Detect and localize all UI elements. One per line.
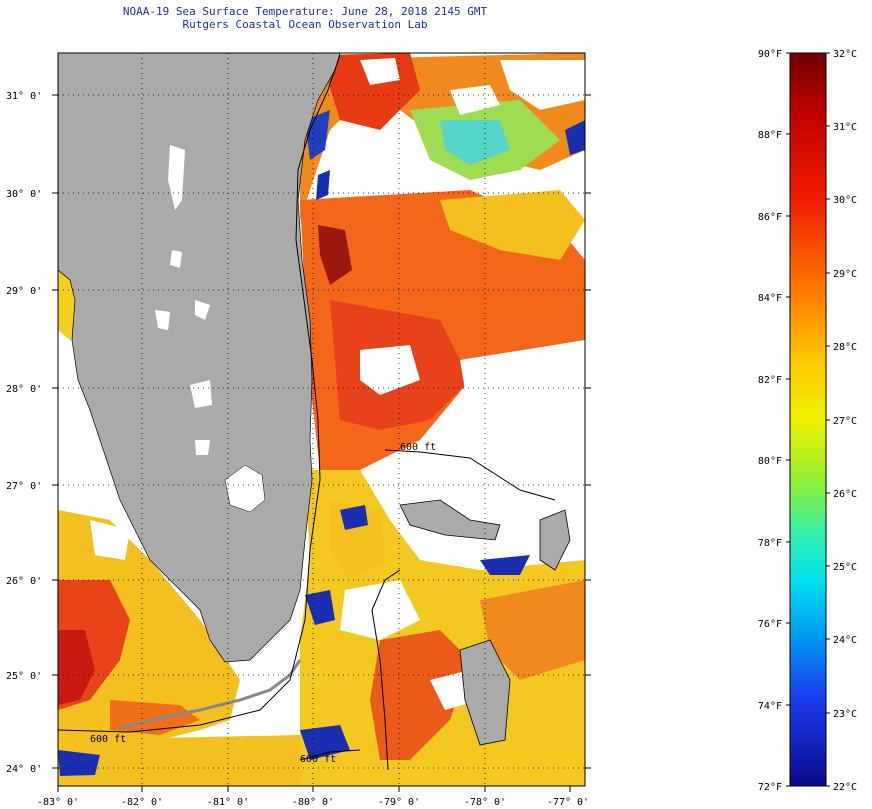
map-frame <box>57 52 586 787</box>
inland-lakes <box>155 145 212 455</box>
colorbar-label-c: 22°C <box>833 782 857 793</box>
map-area: 600 ft 600 ft 600 ft <box>58 53 585 786</box>
colorbar-label-f: 76°F <box>758 619 782 630</box>
lat-label: 27° 0' <box>6 481 42 492</box>
lat-label: 26° 0' <box>6 576 42 587</box>
colorbar-ticks <box>786 52 830 787</box>
lon-label: -81° 0' <box>207 797 249 808</box>
lat-label: 30° 0' <box>6 189 42 200</box>
colorbar-label-f: 72°F <box>758 782 782 793</box>
colorbar-label-c: 24°C <box>833 635 857 646</box>
lat-label: 29° 0' <box>6 286 42 297</box>
colorbar-label-c: 27°C <box>833 416 857 427</box>
sst-field-gulf <box>58 270 300 786</box>
lat-label: 25° 0' <box>6 671 42 682</box>
colorbar-label-c: 28°C <box>833 342 857 353</box>
colorbar-label-c: 30°C <box>833 195 857 206</box>
lon-label: -78° 0' <box>464 797 506 808</box>
colorbar-label-c: 26°C <box>833 489 857 500</box>
lat-label: 31° 0' <box>6 91 42 102</box>
lon-label: -80° 0' <box>292 797 334 808</box>
graticule <box>58 53 585 786</box>
contour-label-southwest: 600 ft <box>90 734 126 745</box>
colorbar-label-c: 23°C <box>833 709 857 720</box>
colorbar-label-f: 82°F <box>758 375 782 386</box>
colorbar-label-c: 25°C <box>833 562 857 573</box>
contour-label-south: 600 ft <box>300 754 336 765</box>
cold-patches <box>300 110 585 760</box>
lat-label: 24° 0' <box>6 764 42 775</box>
colorbar <box>789 52 827 787</box>
contour-label-east: 600 ft <box>400 442 436 453</box>
colorbar-label-c: 31°C <box>833 122 857 133</box>
lon-label: -79° 0' <box>378 797 420 808</box>
sst-field-atlantic <box>300 53 585 786</box>
colorbar-label-f: 74°F <box>758 701 782 712</box>
lon-label: -82° 0' <box>121 797 163 808</box>
colorbar-label-f: 84°F <box>758 293 782 304</box>
lon-label: -77° 0' <box>547 797 589 808</box>
lon-axis <box>57 786 571 792</box>
florida-land <box>58 53 341 663</box>
colorbar-label-f: 78°F <box>758 538 782 549</box>
cloud-gaps <box>340 58 585 710</box>
lake-okeechobee <box>224 464 266 513</box>
colorbar-label-f: 80°F <box>758 456 782 467</box>
colorbar-label-c: 32°C <box>833 49 857 60</box>
lat-axis <box>52 94 591 769</box>
map-title: NOAA-19 Sea Surface Temperature: June 28… <box>122 5 488 18</box>
lat-label: 28° 0' <box>6 384 42 395</box>
map-subtitle: Rutgers Coastal Ocean Observation Lab <box>182 18 428 31</box>
colorbar-label-f: 86°F <box>758 212 782 223</box>
colorbar-label-f: 88°F <box>758 130 782 141</box>
lon-label: -83° 0' <box>37 797 79 808</box>
colorbar-label-c: 29°C <box>833 269 857 280</box>
colorbar-label-f: 90°F <box>758 49 782 60</box>
depth-contour-600ft <box>58 54 556 771</box>
florida-keys <box>119 659 302 730</box>
